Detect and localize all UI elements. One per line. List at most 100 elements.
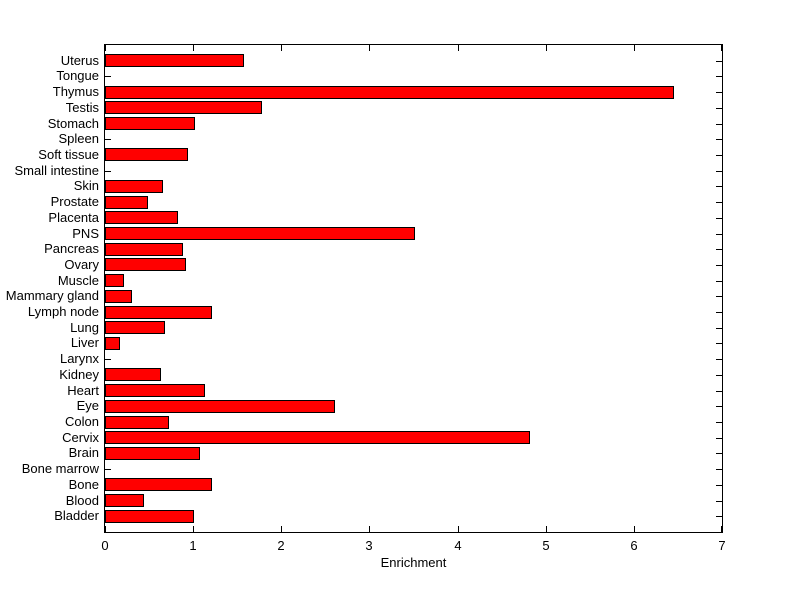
x-tick-label: 7: [718, 538, 726, 553]
x-tick-bottom: [546, 526, 547, 532]
y-tick-label: Bone: [68, 477, 99, 492]
y-tick-right: [716, 469, 722, 470]
y-tick-label: Soft tissue: [38, 147, 99, 162]
y-tick-label: Uterus: [60, 53, 99, 68]
y-tick-right: [716, 391, 722, 392]
x-tick-bottom: [281, 526, 282, 532]
y-tick-right: [716, 453, 722, 454]
x-axis-title: Enrichment: [380, 555, 447, 570]
y-tick-label: Mammary gland: [5, 288, 99, 303]
y-tick-right: [716, 92, 722, 93]
y-tick-label: Bladder: [54, 508, 99, 523]
y-tick-label: Stomach: [47, 116, 99, 131]
x-tick-bottom: [458, 526, 459, 532]
x-tick-top: [546, 45, 547, 51]
x-tick-bottom: [721, 526, 722, 532]
y-tick-left: [105, 139, 111, 140]
bar-lung: [105, 321, 165, 334]
bar-pancreas: [105, 243, 183, 256]
y-tick-label: Liver: [70, 335, 99, 350]
bar-mammary-gland: [105, 290, 132, 303]
bar-skin: [105, 180, 163, 193]
x-tick-label: 3: [365, 538, 373, 553]
y-tick-label: PNS: [72, 226, 99, 241]
y-tick-right: [716, 61, 722, 62]
y-tick-right: [716, 422, 722, 423]
y-tick-label: Small intestine: [14, 163, 99, 178]
bar-eye: [105, 400, 335, 413]
y-tick-right: [716, 485, 722, 486]
bar-heart: [105, 384, 205, 397]
y-tick-label: Blood: [65, 493, 99, 508]
y-tick-right: [716, 406, 722, 407]
x-tick-top: [281, 45, 282, 51]
y-tick-label: Placenta: [48, 210, 99, 225]
x-tick-label: 2: [277, 538, 285, 553]
y-tick-right: [716, 249, 722, 250]
y-tick-label: Heart: [67, 383, 99, 398]
x-tick-top: [458, 45, 459, 51]
y-tick-right: [716, 139, 722, 140]
y-tick-label: Skin: [73, 178, 99, 193]
y-tick-right: [716, 265, 722, 266]
y-tick-right: [716, 312, 722, 313]
x-tick-top: [634, 45, 635, 51]
bar-pns: [105, 227, 415, 240]
y-tick-label: Tongue: [56, 68, 99, 83]
y-tick-label: Brain: [68, 445, 99, 460]
y-tick-label: Thymus: [52, 84, 99, 99]
x-tick-top: [721, 45, 722, 51]
y-tick-right: [716, 108, 722, 109]
bar-colon: [105, 416, 169, 429]
y-tick-right: [716, 343, 722, 344]
x-tick-label: 6: [630, 538, 638, 553]
x-tick-bottom: [634, 526, 635, 532]
y-tick-right: [716, 516, 722, 517]
y-tick-label: Cervix: [62, 430, 99, 445]
y-tick-right: [716, 438, 722, 439]
bar-liver: [105, 337, 120, 350]
y-tick-label: Colon: [65, 414, 99, 429]
bar-muscle: [105, 274, 124, 287]
y-tick-right: [716, 281, 722, 282]
y-tick-label: Lung: [70, 320, 99, 335]
x-tick-bottom: [105, 526, 106, 532]
x-tick-label: 4: [454, 538, 462, 553]
bar-soft-tissue: [105, 148, 188, 161]
y-tick-label: Larynx: [59, 351, 99, 366]
y-tick-label: Eye: [76, 398, 99, 413]
bar-bladder: [105, 510, 194, 523]
y-tick-label: Ovary: [64, 257, 99, 272]
bar-testis: [105, 101, 262, 114]
bar-cervix: [105, 431, 530, 444]
y-tick-label: Lymph node: [27, 304, 99, 319]
y-tick-left: [105, 469, 111, 470]
y-tick-left: [105, 76, 111, 77]
y-tick-label: Pancreas: [44, 241, 99, 256]
y-tick-right: [716, 76, 722, 77]
x-tick-top: [193, 45, 194, 51]
y-tick-right: [716, 171, 722, 172]
bar-prostate: [105, 196, 148, 209]
y-tick-right: [716, 359, 722, 360]
bar-lymph-node: [105, 306, 212, 319]
y-tick-right: [716, 124, 722, 125]
bar-placenta: [105, 211, 178, 224]
y-tick-right: [716, 375, 722, 376]
x-tick-label: 5: [542, 538, 550, 553]
bar-ovary: [105, 258, 186, 271]
y-tick-label: Spleen: [58, 131, 99, 146]
y-tick-left: [105, 171, 111, 172]
y-tick-label: Kidney: [59, 367, 99, 382]
y-tick-left: [105, 359, 111, 360]
y-tick-label: Prostate: [50, 194, 99, 209]
bar-brain: [105, 447, 200, 460]
y-tick-right: [716, 296, 722, 297]
x-tick-bottom: [369, 526, 370, 532]
y-tick-label: Muscle: [57, 273, 99, 288]
x-tick-top: [105, 45, 106, 51]
y-tick-right: [716, 202, 722, 203]
bar-stomach: [105, 117, 195, 130]
bar-kidney: [105, 368, 161, 381]
